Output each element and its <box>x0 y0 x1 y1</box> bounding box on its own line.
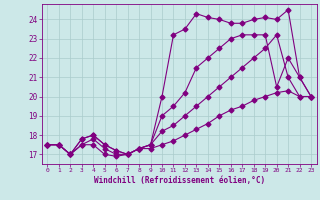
X-axis label: Windchill (Refroidissement éolien,°C): Windchill (Refroidissement éolien,°C) <box>94 176 265 185</box>
